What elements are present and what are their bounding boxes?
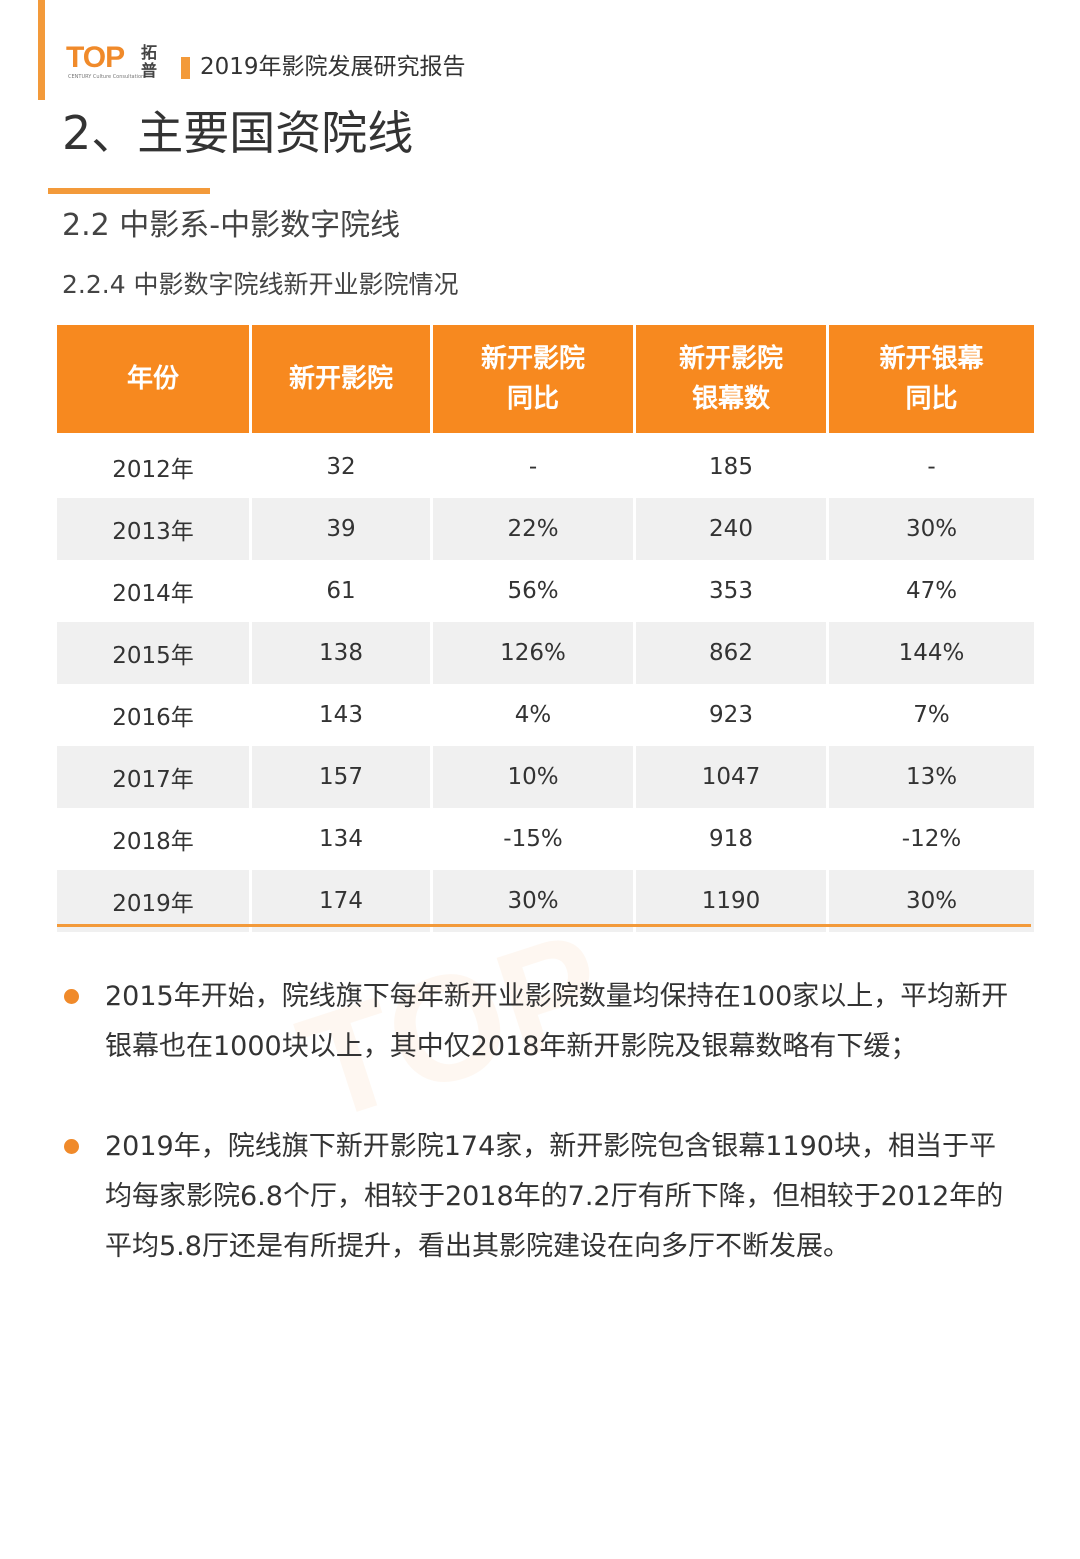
cell-new-cinemas-yoy: 126% xyxy=(433,622,633,684)
table-caption: 2.2.4 中影数字院线新开业影院情况 xyxy=(62,270,459,299)
cell-new-cinemas-yoy: 10% xyxy=(433,746,633,808)
cell-new-screens: 862 xyxy=(636,622,826,684)
bullet-dot-icon xyxy=(62,1137,82,1157)
table-row: 2018年 134 -15% 918 -12% xyxy=(57,808,1034,870)
subsection-title: 2.2 中影系-中影数字院线 xyxy=(62,208,401,243)
table-row: 2019年 174 30% 1190 30% xyxy=(57,870,1034,932)
bullet-dot-icon xyxy=(62,987,82,1007)
bullet-paragraph-1: 2015年开始，院线旗下每年新开业影院数量均保持在100家以上，平均新开银幕也在… xyxy=(105,981,1009,1062)
table-row: 2015年 138 126% 862 144% xyxy=(57,622,1034,684)
left-accent-bar xyxy=(38,0,45,100)
header-year: 年份 xyxy=(57,325,249,436)
table-row: 2013年 39 22% 240 30% xyxy=(57,498,1034,560)
cell-new-screens: 1190 xyxy=(636,870,826,932)
cell-new-screens-yoy: 47% xyxy=(905,578,958,604)
cell-new-cinemas-yoy: 56% xyxy=(507,578,559,604)
cell-year: 2018年 xyxy=(112,829,194,855)
cell-new-cinemas: 157 xyxy=(252,746,430,808)
cell-new-cinemas-yoy: 4% xyxy=(514,702,552,728)
cell-new-cinemas: 138 xyxy=(252,622,430,684)
cell-new-screens: 923 xyxy=(709,702,753,728)
cell-new-screens-yoy: 144% xyxy=(829,622,1034,684)
header-new-cinemas-yoy: 新开影院 同比 xyxy=(433,325,633,436)
cell-new-cinemas: 39 xyxy=(252,498,430,560)
table-bottom-rule xyxy=(57,924,1031,927)
cell-new-cinemas: 61 xyxy=(326,578,356,604)
report-title: 2019年影院发展研究报告 xyxy=(200,54,466,80)
table-row: 2017年 157 10% 1047 13% xyxy=(57,746,1034,808)
cell-new-cinemas-yoy: - xyxy=(528,454,538,480)
table-row: 2016年 143 4% 923 7% xyxy=(57,684,1034,746)
brand-logo: TOP CENTURY Culture Consultation 拓普 xyxy=(66,42,166,84)
header-new-screens: 新开影院 银幕数 xyxy=(636,325,826,436)
cell-new-screens-yoy: - xyxy=(927,454,936,480)
cell-new-screens-yoy: 30% xyxy=(829,498,1034,560)
logo-wordmark: TOP xyxy=(66,41,125,74)
header-new-cinemas: 新开影院 xyxy=(252,325,430,436)
cell-new-cinemas-yoy: 22% xyxy=(433,498,633,560)
cell-new-cinemas: 143 xyxy=(319,702,363,728)
cell-year: 2019年 xyxy=(57,870,249,932)
cell-new-screens-yoy: 7% xyxy=(913,702,950,728)
section-title: 2、主要国资院线 xyxy=(62,106,414,160)
cell-new-screens-yoy: 30% xyxy=(829,870,1034,932)
cell-year: 2015年 xyxy=(57,622,249,684)
cell-new-screens: 353 xyxy=(709,578,753,604)
cell-new-cinemas-yoy: -15% xyxy=(503,826,563,852)
cell-new-cinemas: 134 xyxy=(319,826,363,852)
header-marker xyxy=(181,57,190,79)
table-row: 2014年 61 56% 353 47% xyxy=(57,560,1034,622)
cell-new-cinemas: 174 xyxy=(252,870,430,932)
cell-new-screens-yoy: 13% xyxy=(829,746,1034,808)
logo-tagline: CENTURY Culture Consultation xyxy=(68,74,145,80)
cell-year: 2017年 xyxy=(57,746,249,808)
cell-new-cinemas-yoy: 30% xyxy=(433,870,633,932)
cell-year: 2016年 xyxy=(112,705,194,731)
cell-new-screens: 240 xyxy=(636,498,826,560)
cell-year: 2014年 xyxy=(112,581,194,607)
bullet-paragraph-2: 2019年，院线旗下新开影院174家，新开影院包含银幕1190块，相当于平均每家… xyxy=(105,1131,1004,1262)
new-cinemas-table: 年份 新开影院 新开影院 同比 新开影院 银幕数 新开银幕 同比 2012年 32 -… xyxy=(54,325,1037,932)
header-new-screens-yoy: 新开银幕 同比 xyxy=(829,325,1034,436)
table-row: 2012年 32 - 185 - xyxy=(57,436,1034,498)
cell-new-screens-yoy: -12% xyxy=(901,826,962,852)
logo-chinese: 拓普 xyxy=(141,43,158,80)
cell-new-screens: 1047 xyxy=(636,746,826,808)
table-header-row: 年份 新开影院 新开影院 同比 新开影院 银幕数 新开银幕 同比 xyxy=(57,325,1034,436)
cell-new-screens: 185 xyxy=(709,454,753,480)
cell-year: 2012年 xyxy=(112,457,194,483)
section-underline xyxy=(48,188,210,194)
cell-year: 2013年 xyxy=(57,498,249,560)
cell-new-cinemas: 32 xyxy=(326,454,356,480)
cell-new-screens: 918 xyxy=(709,826,753,852)
